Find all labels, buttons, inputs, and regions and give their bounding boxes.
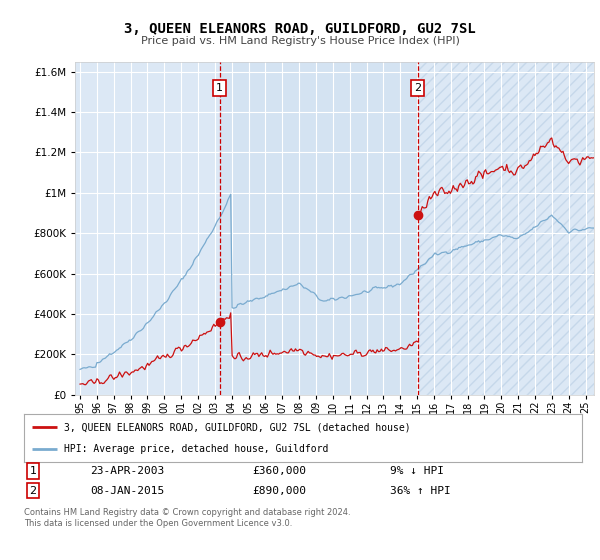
Text: 3, QUEEN ELEANORS ROAD, GUILDFORD, GU2 7SL: 3, QUEEN ELEANORS ROAD, GUILDFORD, GU2 7… [124,22,476,36]
Text: 9% ↓ HPI: 9% ↓ HPI [390,466,444,476]
Text: 2: 2 [29,486,37,496]
Text: £890,000: £890,000 [252,486,306,496]
Text: 3, QUEEN ELEANORS ROAD, GUILDFORD, GU2 7SL (detached house): 3, QUEEN ELEANORS ROAD, GUILDFORD, GU2 7… [64,422,411,432]
Text: Price paid vs. HM Land Registry's House Price Index (HPI): Price paid vs. HM Land Registry's House … [140,36,460,46]
Text: 23-APR-2003: 23-APR-2003 [90,466,164,476]
Text: 08-JAN-2015: 08-JAN-2015 [90,486,164,496]
Bar [418,62,594,395]
Text: 36% ↑ HPI: 36% ↑ HPI [390,486,451,496]
Text: 1: 1 [216,83,223,94]
Text: 2: 2 [414,83,421,94]
Text: £360,000: £360,000 [252,466,306,476]
Text: HPI: Average price, detached house, Guildford: HPI: Average price, detached house, Guil… [64,444,329,454]
Text: 1: 1 [29,466,37,476]
Bar [220,62,418,395]
Text: Contains HM Land Registry data © Crown copyright and database right 2024.
This d: Contains HM Land Registry data © Crown c… [24,508,350,528]
